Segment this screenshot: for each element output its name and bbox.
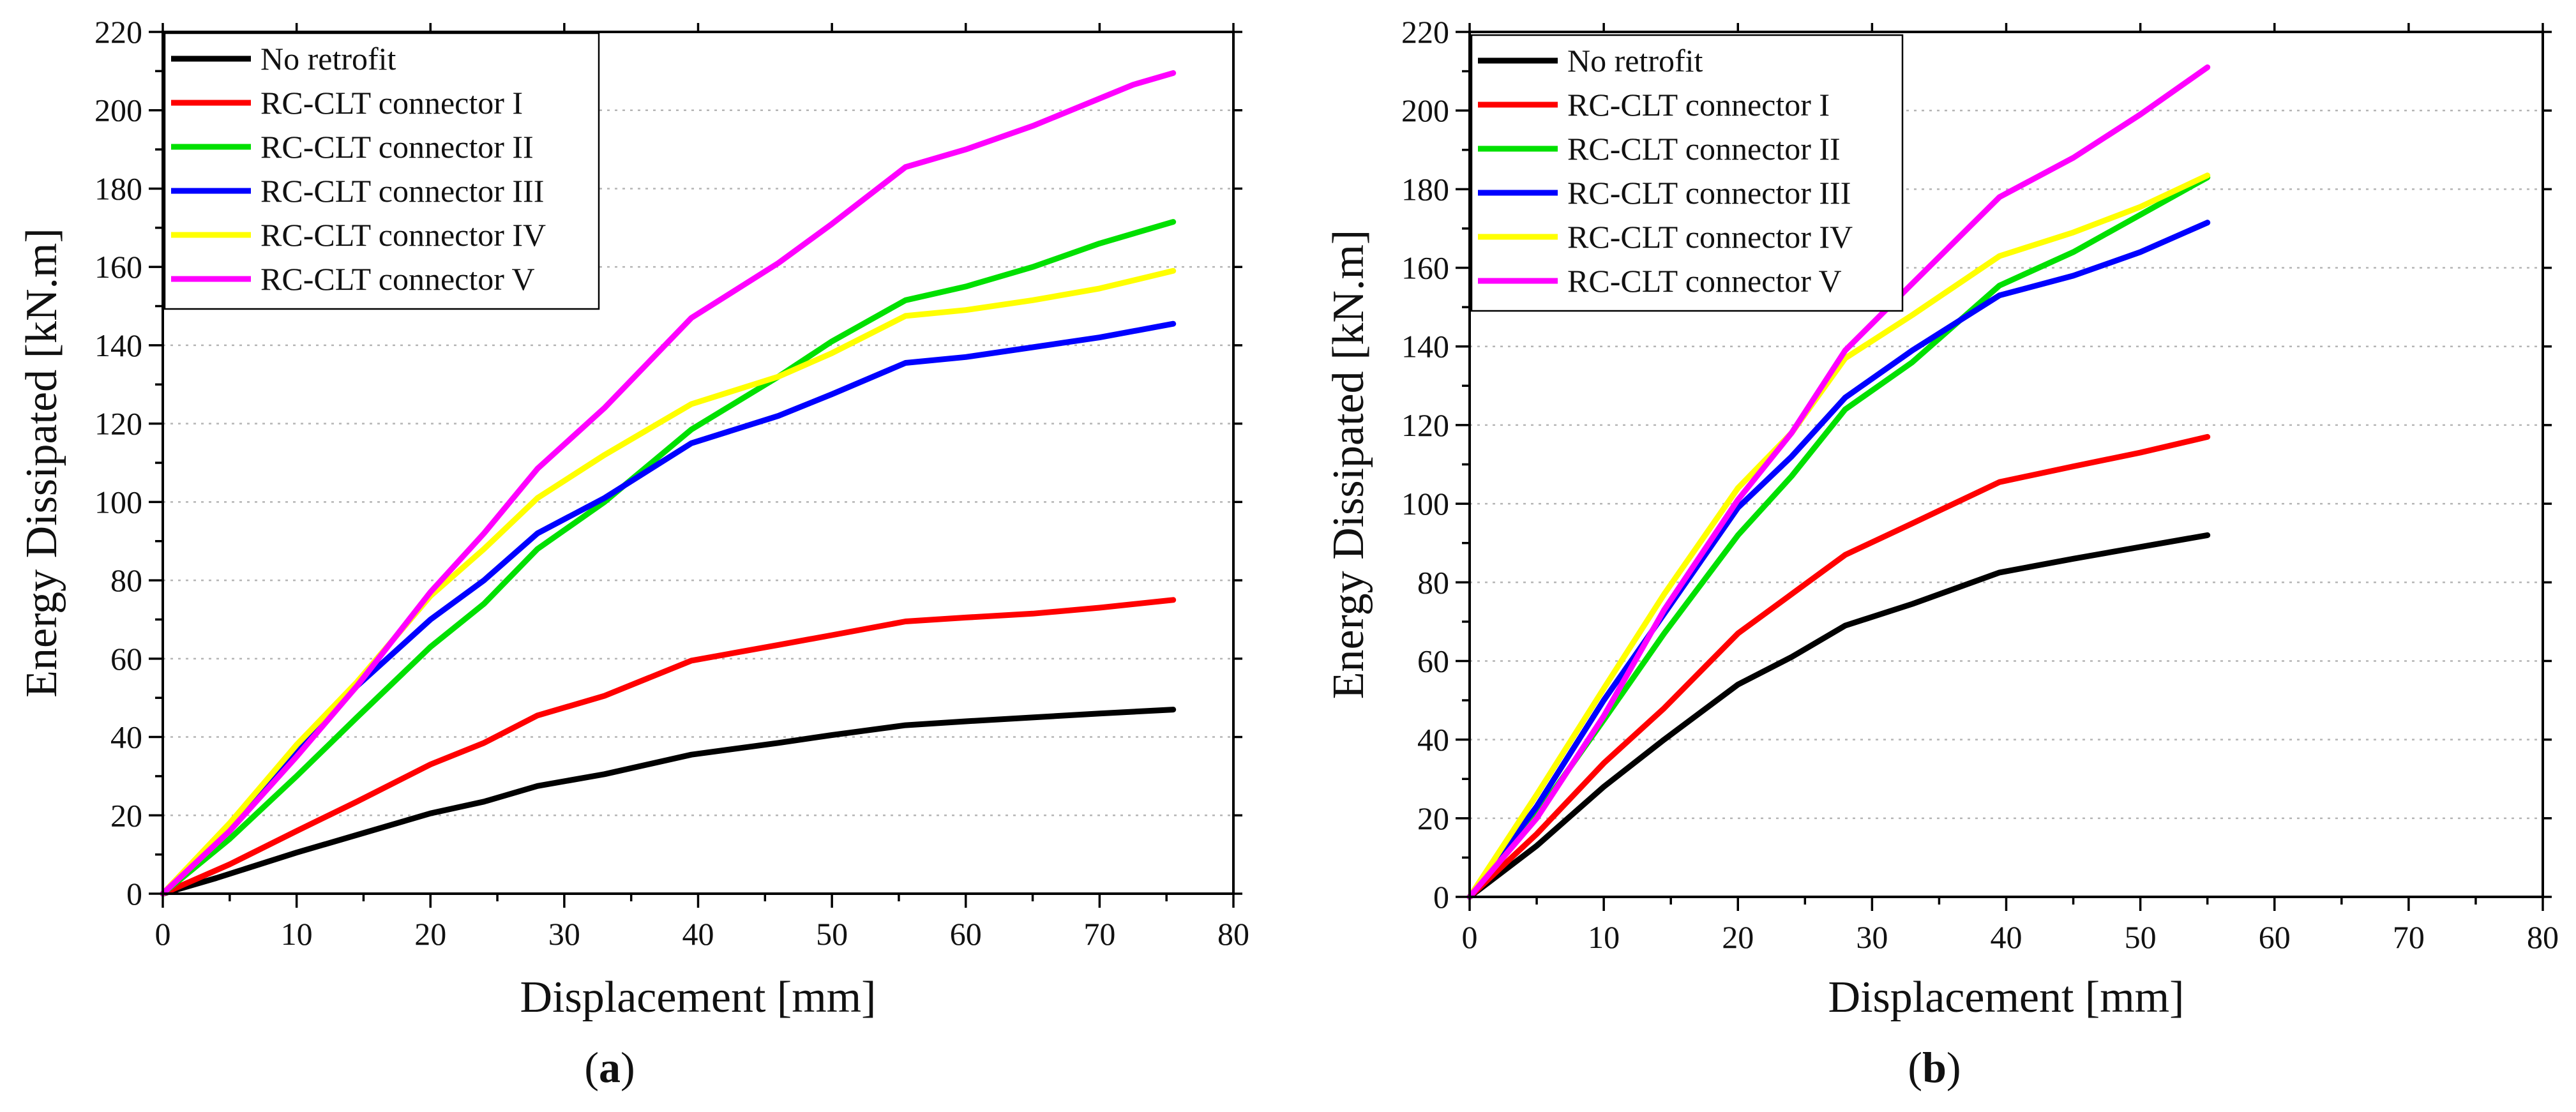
- x-tick-label: 10: [281, 916, 313, 952]
- y-tick-label: 40: [1417, 722, 1449, 758]
- series-line-6: [1466, 64, 2211, 900]
- legend-label-2: RC-CLT connector I: [260, 85, 523, 121]
- panel-label-open: (: [1908, 1043, 1922, 1092]
- legend-label-5: RC-CLT connector IV: [1567, 219, 1853, 255]
- series-line-1: [1466, 532, 2211, 900]
- series-line-5: [160, 267, 1177, 897]
- legend-label-2: RC-CLT connector I: [1567, 87, 1830, 123]
- y-tick-label: 100: [1401, 486, 1449, 522]
- y-tick-label: 140: [94, 327, 142, 363]
- series-line-3: [160, 219, 1177, 897]
- x-tick-label: 50: [2125, 919, 2157, 955]
- y-tick-label: 100: [94, 484, 142, 520]
- x-tick-label: 60: [2259, 919, 2291, 955]
- x-tick-label: 50: [816, 916, 848, 952]
- x-tick-label: 10: [1588, 919, 1620, 955]
- x-axis-title: Displacement [mm]: [520, 973, 877, 1022]
- y-tick-label: 180: [1401, 171, 1449, 207]
- y-tick-label: 20: [110, 797, 142, 833]
- legend-label-4: RC-CLT connector III: [1567, 175, 1851, 211]
- panel-label-close: ): [1947, 1043, 1961, 1092]
- y-tick-label: 40: [110, 719, 142, 755]
- x-tick-label: 60: [950, 916, 982, 952]
- x-tick-label: 0: [1462, 919, 1478, 955]
- series-line-6: [160, 70, 1177, 897]
- panel-label-close: ): [621, 1043, 635, 1092]
- legend-label-6: RC-CLT connector V: [1567, 263, 1842, 299]
- panel-label-letter: a: [599, 1043, 621, 1092]
- series-group: [160, 70, 1177, 897]
- y-tick-label: 80: [1417, 564, 1449, 600]
- legend-label-3: RC-CLT connector II: [260, 129, 534, 165]
- y-tick-label: 200: [94, 93, 142, 128]
- x-tick-label: 30: [1856, 919, 1888, 955]
- y-tick-label: 220: [94, 14, 142, 50]
- panel-label-open: (: [584, 1043, 599, 1092]
- x-tick-label: 80: [2527, 919, 2559, 955]
- x-axis: 0 10 20 30 40 50 60 70 80: [155, 23, 1249, 952]
- panel-label-letter: b: [1922, 1043, 1947, 1092]
- y-tick-label: 220: [1401, 14, 1449, 50]
- y-axis-title: Energy Dissipated [kN.m]: [1324, 230, 1373, 700]
- x-tick-label: 40: [1991, 919, 2022, 955]
- x-axis: 0 10 20 30 40 50 60 70 80: [1462, 23, 2559, 955]
- y-tick-label: 180: [94, 170, 142, 206]
- y-axis: 0 20 40 60 80 100 120 140 160 180 200 220: [94, 14, 1242, 912]
- y-tick-label: 200: [1401, 93, 1449, 128]
- y-tick-label: 160: [94, 249, 142, 285]
- panel-label: (a): [584, 1043, 635, 1092]
- x-tick-label: 20: [414, 916, 446, 952]
- series-line-4: [1466, 220, 2211, 900]
- legend-label-6: RC-CLT connector V: [260, 261, 535, 297]
- series-line-2: [160, 597, 1177, 897]
- series-line-1: [160, 707, 1177, 897]
- y-tick-label: 60: [1417, 643, 1449, 679]
- chart-a: 0 10 20 30 40 50 60 70 80 0 20 40 60 80 100 120 140 160 18…: [17, 14, 1249, 1092]
- legend-label-1: No retrofit: [1567, 43, 1703, 79]
- x-tick-label: 70: [1083, 916, 1115, 952]
- y-tick-label: 120: [94, 406, 142, 442]
- y-tick-label: 140: [1401, 329, 1449, 364]
- y-tick-label: 20: [1417, 800, 1449, 836]
- x-tick-label: 40: [682, 916, 714, 952]
- legend: No retrofit RC-CLT connector I RC-CLT conn…: [163, 32, 600, 310]
- legend-label-1: No retrofit: [260, 41, 396, 77]
- y-tick-label: 120: [1401, 407, 1449, 443]
- y-tick-label: 80: [110, 562, 142, 598]
- legend-box: [1470, 34, 1904, 312]
- x-tick-label: 30: [548, 916, 580, 952]
- legend-label-4: RC-CLT connector III: [260, 173, 544, 209]
- legend-box: [163, 32, 600, 310]
- y-axis: 0 20 40 60 80 100 120 140 160 180 200 220: [1401, 14, 2552, 915]
- y-tick-label: 160: [1401, 250, 1449, 286]
- y-tick-label: 60: [110, 641, 142, 677]
- legend-label-5: RC-CLT connector IV: [260, 217, 546, 253]
- legend: No retrofit RC-CLT connector I RC-CLT conn…: [1470, 34, 1904, 312]
- x-tick-label: 20: [1722, 919, 1754, 955]
- series-group: [1466, 64, 2211, 900]
- y-tick-label: 0: [126, 876, 142, 912]
- series-line-2: [1466, 433, 2211, 900]
- x-axis-title: Displacement [mm]: [1828, 973, 2185, 1022]
- legend-label-3: RC-CLT connector II: [1567, 131, 1841, 167]
- panel-label: (b): [1908, 1043, 1961, 1092]
- x-tick-label: 80: [1217, 916, 1249, 952]
- chart-b: 0 10 20 30 40 50 60 70 80 0 20 40 60 80 100 120 140 160 18…: [1324, 14, 2559, 1092]
- y-axis-title: Energy Dissipated [kN.m]: [17, 228, 66, 698]
- y-tick-label: 0: [1433, 879, 1449, 915]
- x-tick-label: 0: [155, 916, 171, 952]
- x-tick-label: 70: [2393, 919, 2425, 955]
